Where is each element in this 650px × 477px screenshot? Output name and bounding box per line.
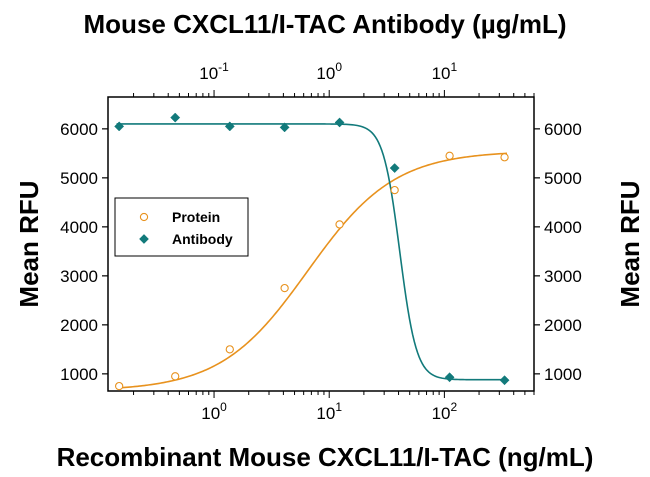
fit-curve-antibody bbox=[116, 123, 507, 381]
fit-curve-protein bbox=[116, 152, 508, 389]
x-tick-label-top: 101 bbox=[432, 60, 458, 83]
point-protein bbox=[335, 220, 344, 229]
point-antibody bbox=[114, 121, 125, 132]
x-axis-title: Recombinant Mouse CXCL11/I-TAC (ng/mL) bbox=[57, 442, 594, 472]
y-tick-label-left: 1000 bbox=[60, 365, 98, 384]
y-tick-label-right: 3000 bbox=[544, 267, 582, 286]
point-antibody bbox=[224, 121, 235, 132]
point-protein bbox=[500, 153, 509, 162]
x-tick-label-bottom: 101 bbox=[316, 400, 342, 423]
plot-area bbox=[107, 96, 535, 392]
point-protein bbox=[225, 345, 234, 354]
point-antibody bbox=[389, 163, 400, 174]
legend-marker-antibody bbox=[139, 234, 149, 244]
x-tick-label-top: 100 bbox=[316, 60, 342, 83]
legend-box bbox=[114, 197, 249, 257]
legend-label-protein: Protein bbox=[172, 209, 220, 225]
top-axis: 10-1 100 101 bbox=[133, 60, 535, 97]
data-points bbox=[114, 112, 510, 391]
y-tick-label-left: 3000 bbox=[60, 267, 98, 286]
point-antibody bbox=[499, 375, 510, 386]
y-tick-label-left: 6000 bbox=[60, 120, 98, 139]
left-axis: 1000 2000 3000 4000 5000 6000 bbox=[60, 120, 108, 384]
y-tick-label-right: 1000 bbox=[544, 365, 582, 384]
bottom-axis: 100 101 102 bbox=[133, 391, 535, 423]
legend-marker-protein bbox=[139, 212, 149, 222]
y-axis-title-left: Mean RFU bbox=[14, 180, 44, 307]
point-protein bbox=[280, 283, 289, 293]
plot-frame bbox=[107, 96, 535, 392]
y-tick-label-right: 6000 bbox=[544, 120, 582, 139]
chart-title: Mouse CXCL11/I-TAC Antibody (µg/mL) bbox=[84, 9, 567, 39]
point-protein bbox=[390, 185, 399, 195]
x-tick-label-bottom: 100 bbox=[201, 400, 227, 423]
right-axis: 1000 2000 3000 4000 5000 6000 bbox=[534, 120, 582, 384]
point-antibody bbox=[279, 122, 290, 133]
point-antibody bbox=[170, 112, 181, 123]
point-protein bbox=[171, 372, 180, 381]
point-antibody bbox=[334, 117, 345, 128]
legend-label-antibody: Antibody bbox=[172, 231, 233, 247]
x-tick-label-bottom: 102 bbox=[432, 400, 458, 423]
point-protein bbox=[115, 381, 124, 391]
x-tick-label-top: 10-1 bbox=[199, 60, 229, 83]
point-antibody bbox=[444, 372, 455, 383]
fit-curves bbox=[116, 123, 508, 389]
y-tick-label-right: 4000 bbox=[544, 218, 582, 237]
y-tick-label-right: 2000 bbox=[544, 316, 582, 335]
y-tick-label-left: 4000 bbox=[60, 218, 98, 237]
y-tick-label-left: 2000 bbox=[60, 316, 98, 335]
y-axis-title-right: Mean RFU bbox=[615, 180, 645, 307]
point-protein bbox=[445, 151, 454, 160]
legend: Protein Antibody bbox=[114, 197, 249, 257]
y-tick-label-right: 5000 bbox=[544, 169, 582, 188]
y-tick-label-left: 5000 bbox=[60, 169, 98, 188]
